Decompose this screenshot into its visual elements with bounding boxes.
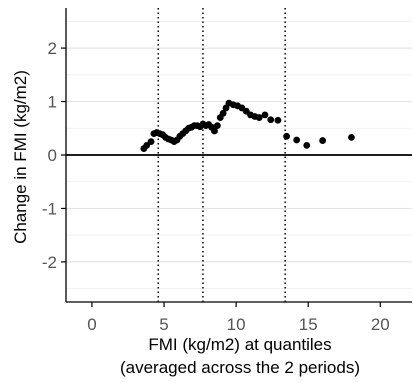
y-tick-label: 2 bbox=[48, 39, 57, 58]
data-point bbox=[267, 116, 275, 124]
x-tick-label: 20 bbox=[371, 315, 390, 334]
data-point bbox=[348, 133, 355, 141]
x-tick-label: 10 bbox=[227, 315, 246, 334]
data-point bbox=[274, 116, 282, 124]
y-axis-title: Change in FMI (kg/m2) bbox=[11, 70, 30, 244]
data-point bbox=[255, 114, 263, 121]
data-point bbox=[211, 127, 218, 135]
x-axis-subtitle: (averaged across the 2 periods) bbox=[120, 358, 360, 377]
data-point bbox=[319, 137, 327, 144]
data-point bbox=[213, 122, 221, 129]
data-point bbox=[293, 136, 301, 144]
x-tick-label: 15 bbox=[299, 315, 318, 334]
data-point bbox=[219, 109, 227, 117]
x-tick-label: 5 bbox=[159, 315, 168, 334]
tick-labels: 0 5 10 15 20 -2 -1 0 1 2 bbox=[42, 39, 390, 334]
data-point bbox=[261, 111, 269, 119]
y-tick-label: -2 bbox=[42, 253, 57, 272]
axes bbox=[61, 8, 412, 307]
data-point bbox=[147, 138, 155, 146]
y-tick-label: 1 bbox=[48, 93, 57, 112]
data-point bbox=[303, 141, 311, 149]
data-points bbox=[140, 99, 355, 152]
data-point bbox=[283, 132, 290, 140]
x-axis-title: FMI (kg/m2) at quantiles bbox=[148, 335, 331, 354]
y-tick-label: -1 bbox=[42, 199, 57, 218]
y-tick-label: 0 bbox=[48, 146, 57, 165]
x-tick-label: 0 bbox=[87, 315, 96, 334]
